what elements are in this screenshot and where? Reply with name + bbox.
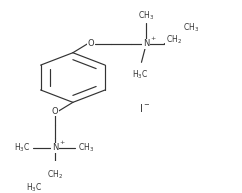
Text: N: N (52, 143, 58, 152)
Text: O: O (88, 39, 94, 48)
Text: H$_3$C: H$_3$C (132, 68, 148, 81)
Text: H$_3$C: H$_3$C (14, 142, 30, 154)
Text: CH$_2$: CH$_2$ (166, 34, 182, 46)
Text: I$^-$: I$^-$ (139, 102, 151, 114)
Text: N: N (143, 39, 150, 48)
Text: CH$_3$: CH$_3$ (138, 10, 154, 22)
Text: H$_3$C: H$_3$C (26, 182, 43, 193)
Text: CH$_3$: CH$_3$ (78, 142, 94, 154)
Text: CH$_2$: CH$_2$ (47, 169, 63, 181)
Text: +: + (59, 140, 64, 145)
Text: CH$_3$: CH$_3$ (183, 22, 199, 34)
Text: O: O (52, 107, 58, 116)
Text: +: + (151, 36, 156, 41)
